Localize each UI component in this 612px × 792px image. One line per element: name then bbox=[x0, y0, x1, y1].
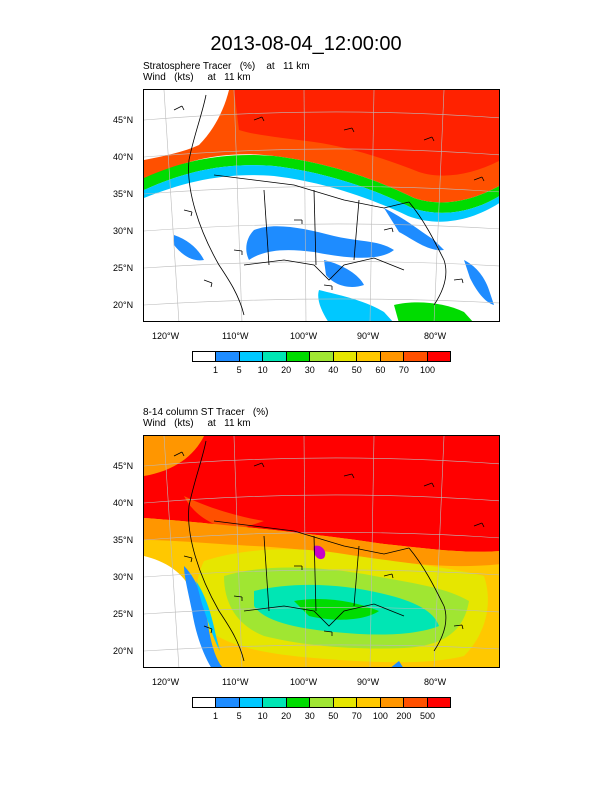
colorbar-swatch bbox=[263, 698, 287, 707]
panel2-lon-label: 110°W bbox=[222, 677, 249, 687]
panel2-lon-label: 90°W bbox=[357, 677, 380, 687]
colorbar-swatch bbox=[193, 352, 217, 361]
panel2-lon-label: 100°W bbox=[290, 677, 318, 687]
panel2-lon-label: 120°W bbox=[152, 677, 180, 687]
panel1-map bbox=[143, 89, 500, 322]
colorbar-label: 30 bbox=[304, 365, 315, 375]
panel1-subtitle-2: Wind (kts) at 11 km bbox=[143, 72, 251, 83]
colorbar-label: 1 bbox=[213, 711, 219, 721]
panel1-lon-label: 80°W bbox=[424, 331, 447, 341]
colorbar-label: 100 bbox=[419, 365, 435, 375]
colorbar-label: 60 bbox=[375, 365, 386, 375]
colorbar-swatch bbox=[310, 352, 334, 361]
panel2-lat-label: 25°N bbox=[113, 609, 134, 619]
panel1-lon-label: 100°W bbox=[290, 331, 318, 341]
colorbar-swatch bbox=[239, 698, 264, 707]
panel2-lat-label: 40°N bbox=[113, 498, 134, 508]
colorbar-label: 500 bbox=[419, 711, 435, 721]
colorbar-label: 1 bbox=[213, 365, 219, 375]
colorbar-swatch bbox=[216, 352, 240, 361]
colorbar-swatch bbox=[263, 352, 287, 361]
panel1-lat-label: 35°N bbox=[113, 189, 134, 199]
colorbar-swatch bbox=[216, 698, 240, 707]
colorbar-label: 70 bbox=[398, 365, 409, 375]
panel1-lat-label: 40°N bbox=[113, 152, 134, 162]
colorbar-label: 10 bbox=[257, 365, 268, 375]
panel1-lon-label: 120°W bbox=[152, 331, 180, 341]
colorbar-label: 200 bbox=[396, 711, 412, 721]
panel2-colorbar bbox=[192, 697, 451, 708]
plot-title: 2013-08-04_12:00:00 bbox=[210, 33, 402, 55]
colorbar-swatch bbox=[310, 698, 334, 707]
colorbar-label: 30 bbox=[304, 711, 315, 721]
panel1-lon-label: 110°W bbox=[222, 331, 249, 341]
colorbar-swatch bbox=[286, 698, 311, 707]
colorbar-swatch bbox=[380, 352, 405, 361]
panel2-subtitle-2: Wind (kts) at 11 km bbox=[143, 418, 251, 429]
colorbar-label: 70 bbox=[351, 711, 362, 721]
panel2-lon-label: 80°W bbox=[424, 677, 447, 687]
colorbar-swatch bbox=[357, 698, 381, 707]
panel2-map bbox=[143, 435, 500, 668]
colorbar-label: 50 bbox=[328, 711, 339, 721]
panel1-colorbar bbox=[192, 351, 451, 362]
panel1-subtitle-1: Stratosphere Tracer (%) at 11 km bbox=[143, 61, 310, 72]
panel1-lat-label: 45°N bbox=[113, 115, 134, 125]
colorbar-swatch bbox=[193, 698, 217, 707]
colorbar-swatch bbox=[333, 352, 358, 361]
colorbar-label: 5 bbox=[236, 711, 242, 721]
panel2-lat-label: 30°N bbox=[113, 572, 134, 582]
panel1-lat-label: 20°N bbox=[113, 300, 134, 310]
colorbar-label: 20 bbox=[281, 365, 292, 375]
panel2-lat-label: 35°N bbox=[113, 535, 134, 545]
panel1-lat-label: 25°N bbox=[113, 263, 134, 273]
colorbar-swatch bbox=[427, 698, 450, 707]
panel2-lat-label: 20°N bbox=[113, 646, 134, 656]
panel2-lat-label: 45°N bbox=[113, 461, 134, 471]
colorbar-swatch bbox=[357, 352, 381, 361]
colorbar-label: 100 bbox=[372, 711, 388, 721]
colorbar-label: 10 bbox=[257, 711, 268, 721]
panel1-lon-label: 90°W bbox=[357, 331, 380, 341]
colorbar-label: 5 bbox=[236, 365, 242, 375]
colorbar-label: 40 bbox=[328, 365, 339, 375]
colorbar-swatch bbox=[286, 352, 311, 361]
colorbar-swatch bbox=[404, 698, 428, 707]
colorbar-swatch bbox=[333, 698, 358, 707]
colorbar-label: 50 bbox=[351, 365, 362, 375]
colorbar-swatch bbox=[427, 352, 450, 361]
panel1-lat-label: 30°N bbox=[113, 226, 134, 236]
colorbar-swatch bbox=[404, 352, 428, 361]
panel2-subtitle-1: 8-14 column ST Tracer (%) bbox=[143, 407, 269, 418]
colorbar-swatch bbox=[380, 698, 405, 707]
colorbar-label: 20 bbox=[281, 711, 292, 721]
colorbar-swatch bbox=[239, 352, 264, 361]
